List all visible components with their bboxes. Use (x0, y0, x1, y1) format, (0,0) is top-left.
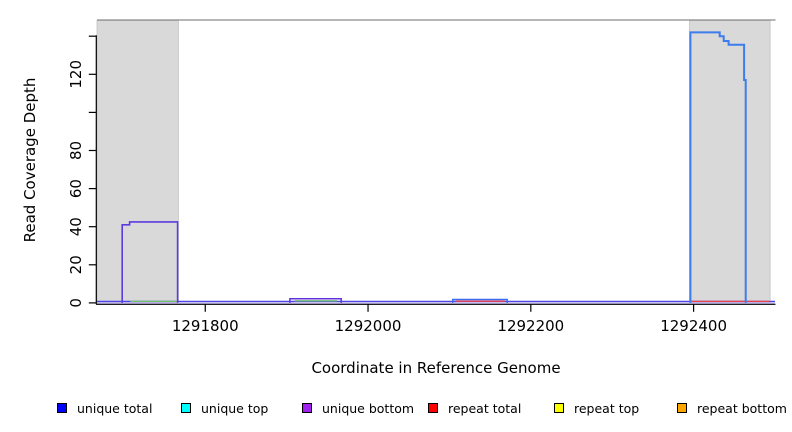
y-tick-label: 0 (67, 298, 85, 308)
legend-swatch-repeat-top (554, 403, 564, 413)
y-tick-label: 80 (67, 141, 85, 160)
legend-swatch-unique-top (181, 403, 191, 413)
y-tick-label: 60 (67, 179, 85, 198)
shaded-region (96, 20, 179, 303)
y-tick-label: 20 (67, 255, 85, 274)
x-tick-label: 1292000 (335, 317, 402, 335)
legend-label: unique bottom (322, 400, 415, 416)
y-tick-label: 120 (67, 60, 85, 89)
x-tick-label: 1292200 (497, 317, 564, 335)
legend-item-unique-total: unique total (57, 400, 153, 416)
legend-item-unique-bottom: unique bottom (302, 400, 415, 416)
y-axis-title: Read Coverage Depth (21, 77, 39, 243)
legend-label: repeat bottom (697, 400, 787, 416)
series-line-bump1-outline (289, 297, 342, 303)
x-tick-label: 1291800 (172, 317, 239, 335)
chart-canvas: 1291800 1292000 1292200 1292400 0 20 40 60 80 120 (67, 19, 776, 335)
x-tick-label: 1292400 (660, 317, 727, 335)
legend-label: repeat total (448, 400, 522, 416)
legend-label: repeat top (574, 400, 640, 416)
series-line-bump2-outline (451, 298, 508, 303)
legend-label: unique total (77, 400, 153, 416)
legend-label: unique top (201, 400, 269, 416)
x-axis-title: Coordinate in Reference Genome (311, 359, 561, 377)
legend-swatch-repeat-total (428, 403, 438, 413)
legend-swatch-unique-total (57, 403, 67, 413)
shaded-region (689, 20, 771, 303)
y-tick-label: 40 (67, 217, 85, 236)
legend-swatch-repeat-bottom (677, 403, 687, 413)
legend-item-repeat-top: repeat top (554, 400, 640, 416)
series-line-left-plateau (121, 221, 179, 303)
legend-swatch-unique-bottom (302, 403, 312, 413)
legend-item-unique-top: unique top (181, 400, 269, 416)
legend-item-repeat-bottom: repeat bottom (677, 400, 787, 416)
series-line-right-plateau (689, 31, 747, 303)
legend-item-repeat-total: repeat total (428, 400, 522, 416)
